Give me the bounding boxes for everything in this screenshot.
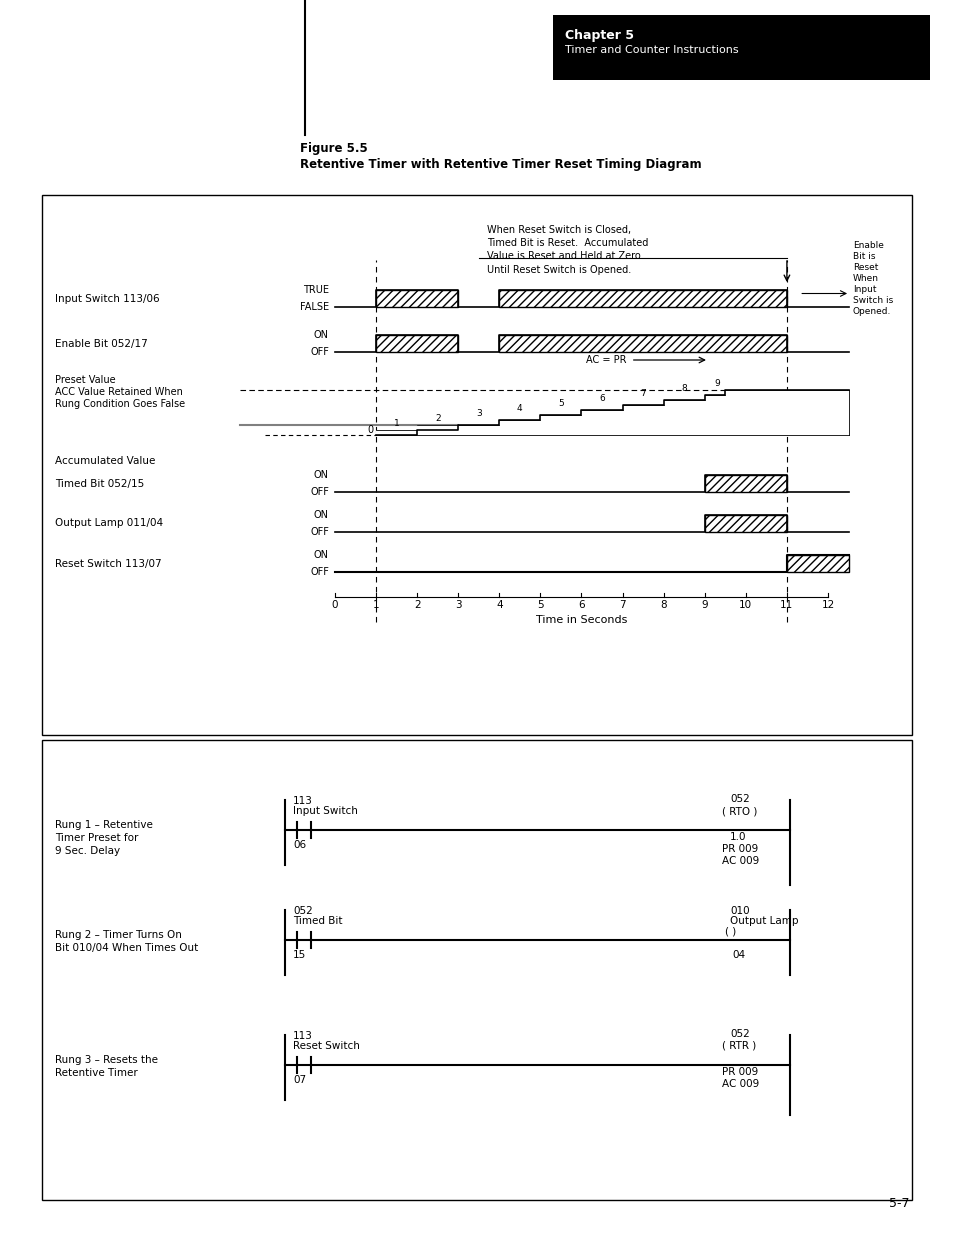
Bar bbox=[42, 195, 911, 735]
Text: TRUE: TRUE bbox=[303, 285, 329, 295]
Bar bbox=[375, 290, 457, 308]
Text: 7: 7 bbox=[618, 600, 625, 610]
Text: 1: 1 bbox=[394, 419, 399, 429]
Bar bbox=[498, 420, 539, 435]
Bar bbox=[42, 740, 911, 1200]
Text: ON: ON bbox=[314, 471, 329, 480]
Text: Output Lamp: Output Lamp bbox=[729, 916, 798, 926]
Bar bbox=[498, 290, 786, 308]
Bar bbox=[786, 555, 847, 572]
Text: Retentive Timer with Retentive Timer Reset Timing Diagram: Retentive Timer with Retentive Timer Res… bbox=[299, 158, 700, 170]
Bar bbox=[416, 425, 457, 435]
Text: ON: ON bbox=[314, 510, 329, 520]
Text: When Reset Switch is Closed,
Timed Bit is Reset.  Accumulated
Value is Reset and: When Reset Switch is Closed, Timed Bit i… bbox=[486, 225, 648, 274]
Text: ( RTR ): ( RTR ) bbox=[721, 1041, 756, 1051]
Text: Accumulated Value: Accumulated Value bbox=[55, 457, 155, 467]
Text: ACC Value Retained When: ACC Value Retained When bbox=[55, 387, 183, 396]
Bar bbox=[663, 400, 704, 435]
Text: Reset Switch: Reset Switch bbox=[293, 1041, 359, 1051]
Text: Preset Value: Preset Value bbox=[55, 375, 115, 385]
Bar bbox=[375, 335, 457, 352]
Text: 4: 4 bbox=[496, 600, 502, 610]
Text: 052: 052 bbox=[729, 1029, 749, 1039]
Text: OFF: OFF bbox=[310, 487, 329, 496]
Text: Reset Switch 113/07: Reset Switch 113/07 bbox=[55, 558, 161, 568]
Text: 8: 8 bbox=[680, 384, 686, 393]
Text: Input Switch 113/06: Input Switch 113/06 bbox=[55, 294, 159, 304]
Text: 10: 10 bbox=[739, 600, 752, 610]
Text: Figure 5.5: Figure 5.5 bbox=[299, 142, 367, 156]
Text: 052: 052 bbox=[293, 906, 313, 916]
Text: 12: 12 bbox=[821, 600, 834, 610]
Text: 6: 6 bbox=[598, 394, 604, 403]
Text: Rung Condition Goes False: Rung Condition Goes False bbox=[55, 399, 185, 409]
Text: Time in Seconds: Time in Seconds bbox=[536, 615, 626, 625]
Text: 3: 3 bbox=[455, 600, 461, 610]
Text: OFF: OFF bbox=[310, 567, 329, 577]
Text: Chapter 5: Chapter 5 bbox=[564, 28, 634, 42]
Text: 1: 1 bbox=[373, 600, 379, 610]
Text: AC 009: AC 009 bbox=[721, 1079, 759, 1089]
Text: 113: 113 bbox=[293, 1031, 313, 1041]
Text: 07: 07 bbox=[293, 1074, 306, 1086]
Text: 0: 0 bbox=[332, 600, 338, 610]
Text: 7: 7 bbox=[639, 389, 645, 398]
Text: 11: 11 bbox=[780, 600, 793, 610]
Text: FALSE: FALSE bbox=[299, 303, 329, 312]
Text: 1.0: 1.0 bbox=[729, 832, 745, 842]
Text: 2: 2 bbox=[435, 414, 440, 424]
Text: 6: 6 bbox=[578, 600, 584, 610]
Text: 0: 0 bbox=[367, 425, 373, 435]
Text: Enable
Bit is
Reset
When
Input
Switch is
Opened.: Enable Bit is Reset When Input Switch is… bbox=[852, 241, 892, 316]
Text: 2: 2 bbox=[414, 600, 420, 610]
Text: 8: 8 bbox=[659, 600, 666, 610]
Text: 15: 15 bbox=[293, 950, 306, 960]
Text: Output Lamp 011/04: Output Lamp 011/04 bbox=[55, 519, 163, 529]
Text: 9: 9 bbox=[700, 600, 707, 610]
Text: 5: 5 bbox=[537, 600, 543, 610]
Text: Timed Bit: Timed Bit bbox=[293, 916, 342, 926]
Text: 04: 04 bbox=[731, 950, 744, 960]
Text: Rung 3 – Resets the
Retentive Timer: Rung 3 – Resets the Retentive Timer bbox=[55, 1055, 158, 1078]
Text: PR 009: PR 009 bbox=[721, 1067, 758, 1077]
Bar bbox=[457, 425, 498, 435]
Text: Rung 2 – Timer Turns On
Bit 010/04 When Times Out: Rung 2 – Timer Turns On Bit 010/04 When … bbox=[55, 930, 198, 953]
Text: Rung 1 – Retentive
Timer Preset for
9 Sec. Delay: Rung 1 – Retentive Timer Preset for 9 Se… bbox=[55, 820, 152, 856]
Text: AC 009: AC 009 bbox=[721, 856, 759, 866]
Text: 3: 3 bbox=[476, 409, 481, 417]
Text: AC = PR: AC = PR bbox=[585, 354, 626, 366]
Text: 9: 9 bbox=[714, 379, 720, 388]
Bar bbox=[375, 430, 416, 435]
Text: ON: ON bbox=[314, 330, 329, 340]
Text: Timer and Counter Instructions: Timer and Counter Instructions bbox=[564, 44, 738, 56]
Bar bbox=[704, 515, 786, 532]
Text: Enable Bit 052/17: Enable Bit 052/17 bbox=[55, 338, 148, 348]
Text: ( RTO ): ( RTO ) bbox=[721, 806, 757, 816]
Bar bbox=[498, 335, 786, 352]
Bar bbox=[724, 390, 847, 435]
Bar bbox=[581, 410, 622, 435]
Text: 06: 06 bbox=[293, 840, 306, 850]
Text: Timed Bit 052/15: Timed Bit 052/15 bbox=[55, 478, 144, 489]
Text: 113: 113 bbox=[293, 797, 313, 806]
Text: 4: 4 bbox=[517, 404, 522, 412]
Bar bbox=[539, 415, 581, 435]
Text: 010: 010 bbox=[729, 906, 749, 916]
Text: Input Switch: Input Switch bbox=[293, 806, 357, 816]
Bar bbox=[704, 395, 724, 435]
Bar bbox=[622, 405, 663, 435]
Text: OFF: OFF bbox=[310, 347, 329, 357]
Bar bbox=[704, 475, 786, 492]
Text: 5-7: 5-7 bbox=[888, 1197, 909, 1210]
Text: ON: ON bbox=[314, 550, 329, 559]
Text: ( ): ( ) bbox=[724, 926, 736, 936]
Bar bbox=[553, 15, 929, 80]
Text: PR 009: PR 009 bbox=[721, 844, 758, 853]
Text: 052: 052 bbox=[729, 794, 749, 804]
Text: OFF: OFF bbox=[310, 527, 329, 537]
Text: 5: 5 bbox=[558, 399, 563, 408]
